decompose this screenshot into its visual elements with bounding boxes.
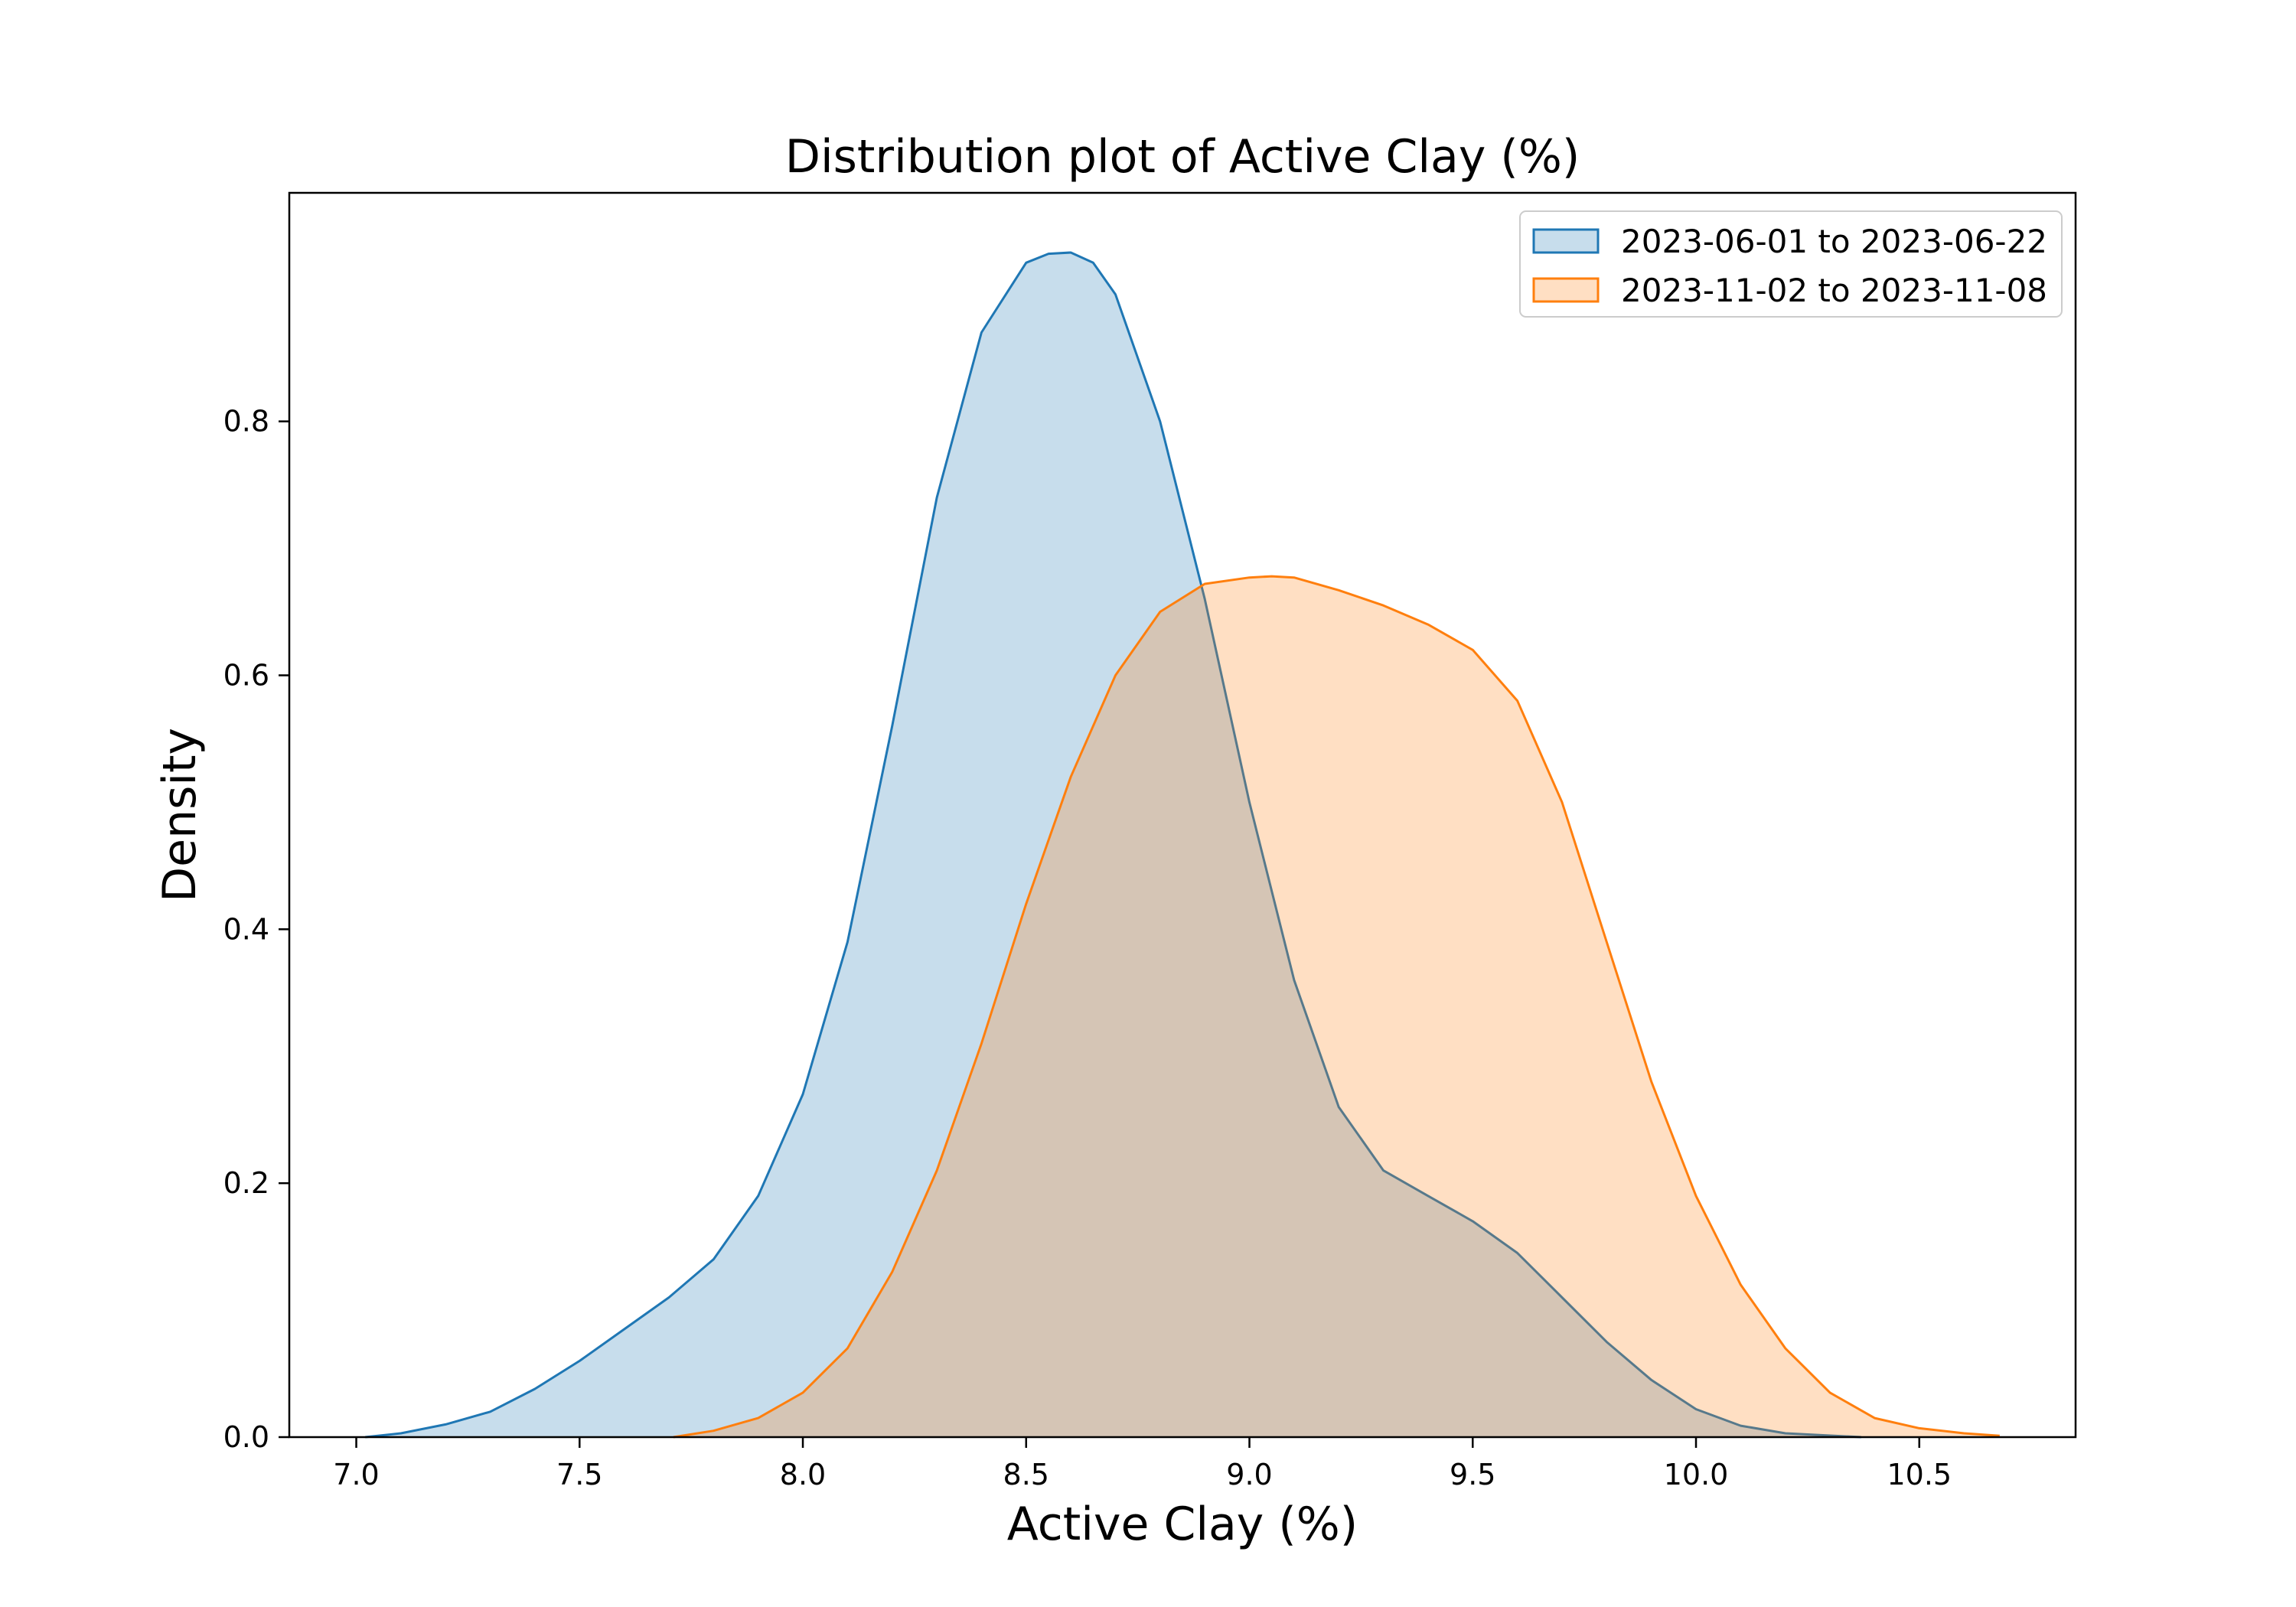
- x-tick-label: 7.0: [333, 1458, 379, 1491]
- legend-swatch-1: [1532, 277, 1600, 303]
- y-tick-label: 0.4: [223, 912, 269, 946]
- axes: 7.0 7.5 8.0 8.5 9.0 9.5 10.0 10.5 0.0 0.2 0.4 0.6 0.…: [223, 191, 2077, 1491]
- plot-area: [365, 251, 2000, 1439]
- legend-label-1: 2023-11-02 to 2023-11-08: [1621, 272, 2047, 309]
- y-tick-label: 0.0: [223, 1420, 269, 1454]
- y-tick-label: 0.8: [223, 405, 269, 438]
- x-axis-label: Active Clay (%): [1007, 1498, 1358, 1551]
- y-tick-label: 0.2: [223, 1166, 269, 1200]
- plot-frame: [288, 191, 2077, 1439]
- x-tick-label: 7.5: [556, 1458, 602, 1491]
- legend: 2023-06-01 to 2023-06-22 2023-11-02 to 20…: [1519, 210, 2063, 318]
- series-0-area: [365, 253, 1861, 1437]
- y-tick-label: 0.6: [223, 658, 269, 692]
- x-tick-label: 8.0: [780, 1458, 826, 1491]
- y-axis-label: Density: [153, 728, 207, 902]
- series-1-area: [673, 576, 2000, 1437]
- x-tick-label: 9.5: [1450, 1458, 1495, 1491]
- legend-swatch-0: [1532, 228, 1600, 254]
- series-1-line: [673, 575, 2000, 1439]
- x-tick-label: 10.5: [1887, 1458, 1952, 1491]
- series-0-line: [365, 251, 1861, 1439]
- chart-title: Distribution plot of Active Clay (%): [785, 130, 1580, 184]
- x-tick-label: 9.0: [1226, 1458, 1272, 1491]
- x-tick-label: 8.5: [1003, 1458, 1049, 1491]
- legend-label-0: 2023-06-01 to 2023-06-22: [1621, 223, 2047, 260]
- x-tick-label: 10.0: [1664, 1458, 1729, 1491]
- legend-box: [1519, 210, 2063, 318]
